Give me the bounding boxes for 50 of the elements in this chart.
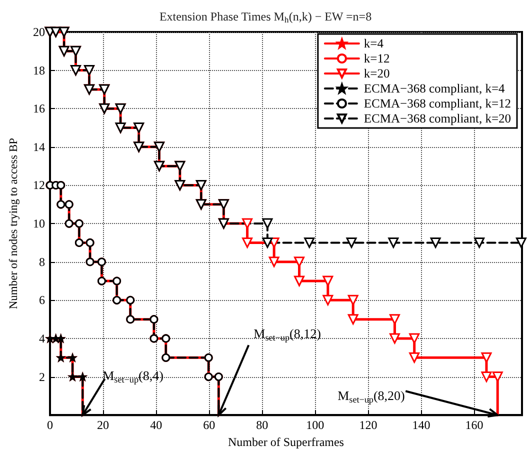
point <box>492 372 503 382</box>
point <box>294 276 305 286</box>
point <box>268 256 280 268</box>
point <box>389 314 400 325</box>
legend-label: ECMA−368 compliant, k=20 <box>364 112 511 126</box>
x-tick-label: 80 <box>256 418 268 432</box>
point <box>322 294 334 306</box>
point <box>481 352 492 363</box>
y-tick-label: 18 <box>33 63 45 78</box>
legend-label: k=20 <box>364 66 390 80</box>
point <box>346 237 357 248</box>
legend-label: k=12 <box>364 52 390 66</box>
x-tick-label: 120 <box>359 418 378 432</box>
y-axis-title: Number of nodes trying to access BP <box>8 138 20 310</box>
point <box>409 333 420 344</box>
y-tick-label: 8 <box>39 254 45 269</box>
x-tick-label: 20 <box>97 418 110 432</box>
x-tick-label: 0 <box>47 418 53 432</box>
y-tick-label: 10 <box>33 216 45 231</box>
point <box>348 294 358 306</box>
y-tick-label: 12 <box>33 178 45 192</box>
x-tick-label: 160 <box>465 418 484 432</box>
point <box>242 218 253 229</box>
point <box>304 237 315 248</box>
point <box>474 237 485 248</box>
point <box>262 237 273 248</box>
point <box>262 218 273 229</box>
x-tick-label: 100 <box>306 418 324 432</box>
legend-label: k=4 <box>364 36 384 50</box>
y-tick-label: 20 <box>33 25 45 39</box>
point <box>322 276 334 286</box>
point <box>516 237 526 248</box>
point <box>242 237 253 248</box>
point <box>481 372 492 382</box>
legend-label: ECMA−368 compliant, k=12 <box>364 96 511 110</box>
point <box>409 352 420 363</box>
point <box>430 237 441 248</box>
legend-label: ECMA−368 compliant, k=4 <box>364 82 506 96</box>
point <box>348 314 358 325</box>
x-tick-label: 40 <box>150 418 162 432</box>
y-tick-label: 14 <box>33 140 45 154</box>
y-tick-label: 6 <box>39 293 45 308</box>
x-axis-title: Number of Superframes <box>228 435 344 449</box>
y-tick-label: 2 <box>39 370 45 384</box>
point <box>389 333 400 344</box>
x-tick-label: 140 <box>412 418 430 432</box>
point <box>388 237 399 248</box>
x-tick-label: 60 <box>203 418 216 432</box>
y-tick-label: 16 <box>33 102 45 116</box>
y-tick-label: 4 <box>39 331 45 346</box>
